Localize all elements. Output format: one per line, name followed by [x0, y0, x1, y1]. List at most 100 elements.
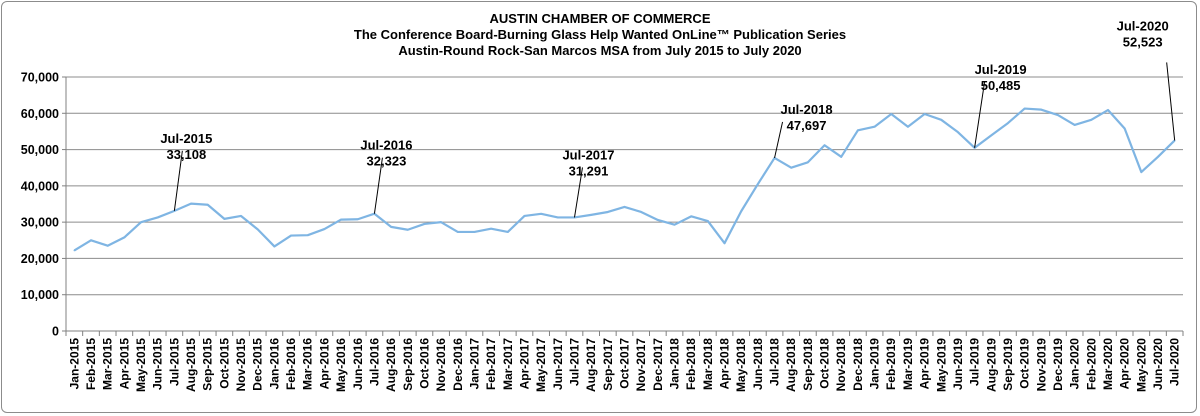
x-tick-label: Jul-2016 [367, 338, 381, 386]
x-tick-label: Sep-2017 [601, 338, 615, 391]
data-point [73, 249, 76, 252]
data-point [1140, 171, 1143, 173]
x-tick-label: Jan-2018 [668, 338, 682, 390]
x-tick-label: Dec-2015 [251, 338, 265, 391]
data-point [990, 134, 993, 137]
data-point [1007, 122, 1009, 124]
y-tick-label: 70,000 [21, 71, 59, 85]
data-point [306, 234, 309, 237]
x-tick-label: Nov-2015 [234, 338, 248, 392]
axes [62, 76, 1184, 336]
y-tick-label: 0 [52, 325, 59, 339]
x-tick-label: Feb-2020 [1084, 338, 1098, 390]
y-tick-label: 30,000 [21, 216, 59, 230]
x-tick-label: Sep-2018 [801, 338, 815, 391]
data-point [623, 206, 626, 208]
x-tick-labels: Jan-2015 Feb-2015 Mar-2015 Apr-2015 May-2015… [67, 338, 1181, 392]
annotation-value: 52,523 [1123, 34, 1163, 49]
data-point [1157, 156, 1159, 158]
data-point [123, 236, 126, 239]
x-tick-label: Feb-2016 [284, 338, 298, 390]
x-tick-label: Mar-2020 [1101, 338, 1115, 390]
x-tick-label: Nov-2017 [634, 338, 648, 392]
annotation-value: 31,291 [569, 163, 609, 178]
annotation-label: Jul-2016 [360, 138, 412, 153]
x-tick-label: Mar-2016 [301, 338, 315, 390]
data-point [807, 161, 809, 164]
x-tick-label: Jan-2015 [67, 338, 81, 390]
x-tick-label: Nov-2019 [1034, 338, 1048, 392]
x-tick-label: May-2016 [334, 338, 348, 392]
data-point [140, 221, 142, 223]
x-tick-label: Mar-2018 [701, 338, 715, 390]
data-point [1107, 109, 1109, 111]
data-point [290, 234, 292, 237]
x-tick-label: Aug-2017 [584, 338, 598, 392]
data-point [557, 216, 559, 219]
data-point [640, 211, 642, 213]
x-tick-label: Feb-2015 [84, 338, 98, 390]
data-point [940, 119, 943, 121]
x-tick-label: Oct-2019 [1018, 338, 1032, 389]
x-tick-label: Feb-2019 [884, 338, 898, 390]
data-point [757, 183, 759, 185]
gridlines [66, 76, 1183, 296]
x-tick-label: Apr-2019 [918, 338, 932, 390]
data-point [240, 215, 242, 217]
data-point [1057, 114, 1059, 116]
x-tick-label: May-2018 [734, 338, 748, 392]
x-tick-label: Apr-2017 [517, 338, 531, 390]
data-point [540, 212, 542, 215]
x-tick-label: May-2019 [934, 338, 948, 392]
data-point [423, 223, 426, 225]
data-point [190, 202, 192, 205]
x-tick-label: Mar-2015 [101, 338, 115, 390]
x-tick-label: Jul-2018 [768, 338, 782, 386]
data-point [657, 219, 659, 221]
data-point [890, 113, 893, 115]
series-line-path [73, 107, 1176, 252]
x-tick-label: Jul-2015 [167, 338, 181, 386]
x-tick-label: May-2015 [134, 338, 148, 392]
data-point [473, 231, 476, 233]
data-point [1040, 108, 1043, 111]
data-point [323, 228, 326, 230]
x-tick-label: Oct-2018 [818, 338, 832, 389]
data-point [740, 210, 743, 213]
data-point [840, 156, 843, 158]
data-point [273, 245, 276, 248]
data-point [707, 220, 709, 222]
x-tick-label: Apr-2016 [317, 338, 331, 390]
data-point [156, 216, 159, 219]
data-point [1073, 124, 1076, 126]
x-tick-label: Apr-2020 [1118, 338, 1132, 390]
x-tick-label: Jun-2018 [751, 338, 765, 390]
data-point [857, 129, 859, 132]
y-tick-label: 40,000 [21, 179, 59, 193]
x-tick-label: Sep-2019 [1001, 338, 1015, 391]
data-point [907, 125, 909, 128]
data-point [490, 227, 492, 230]
chart-subtitle-2: Austin-Round Rock-San Marcos MSA from Ju… [398, 43, 802, 58]
data-point [90, 239, 92, 242]
x-tick-label: Jan-2020 [1068, 338, 1082, 390]
data-point [673, 223, 676, 226]
data-point [590, 214, 592, 216]
y-tick-label: 10,000 [21, 288, 59, 302]
annotation-label: Jul-2019 [975, 62, 1027, 77]
x-tick-label: Sep-2016 [401, 338, 415, 391]
data-point [456, 231, 459, 233]
x-tick-label: May-2020 [1134, 338, 1148, 392]
x-tick-label: Dec-2019 [1051, 338, 1065, 391]
annotation-value: 50,485 [981, 78, 1021, 93]
x-tick-label: Feb-2018 [684, 338, 698, 390]
